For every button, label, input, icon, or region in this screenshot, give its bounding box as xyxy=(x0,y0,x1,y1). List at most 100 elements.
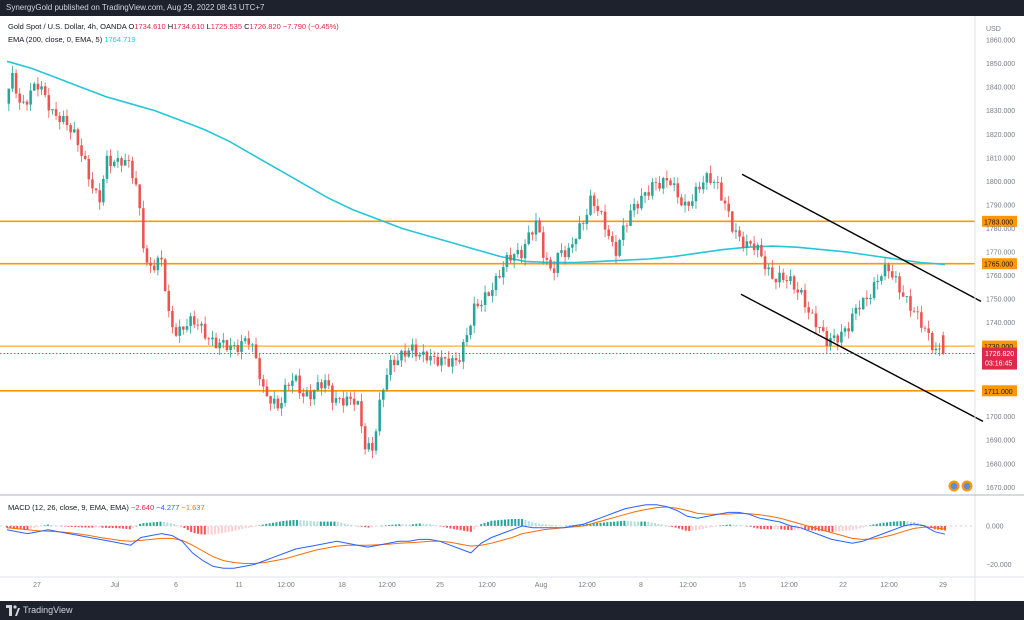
candle-body xyxy=(763,256,767,270)
candle-body xyxy=(200,323,203,326)
macd-histogram-bar xyxy=(33,525,36,528)
time-tick-label: 22 xyxy=(839,582,847,589)
macd-histogram-bar xyxy=(411,524,414,526)
price-tick-label: 1740.000 xyxy=(986,320,1015,327)
candle-body xyxy=(18,93,21,103)
macd-histogram-bar xyxy=(756,525,759,529)
countdown-label: 03:16:45 xyxy=(985,361,1012,368)
candle-body xyxy=(901,292,905,297)
candle-body xyxy=(632,203,636,211)
macd-histogram-bar xyxy=(725,524,728,526)
macd-histogram-bar xyxy=(643,521,646,526)
candle-body xyxy=(345,396,349,406)
macd-histogram-bar xyxy=(889,521,892,526)
candle-body xyxy=(185,326,189,330)
macd-histogram-bar xyxy=(538,523,541,526)
macd-histogram-bar xyxy=(197,525,200,534)
candle-body xyxy=(472,303,476,326)
last-price-tag xyxy=(982,347,1017,370)
macd-histogram-bar xyxy=(442,525,445,527)
macd-histogram-bar xyxy=(582,524,585,526)
candle-body xyxy=(723,200,727,204)
macd-histogram-bar xyxy=(722,525,725,526)
candle-body xyxy=(294,375,298,381)
macd-signal-value: −1.637 xyxy=(181,503,205,512)
candle-body xyxy=(258,358,261,380)
candle-body xyxy=(392,359,396,366)
time-tick-label: 27 xyxy=(33,582,41,589)
macd-histogram-bar xyxy=(503,519,506,526)
candle-body xyxy=(36,83,40,90)
candle-body xyxy=(931,332,934,351)
candle-body xyxy=(589,195,592,215)
candle-body xyxy=(709,173,712,183)
macd-histogram-bar xyxy=(507,519,510,526)
footer-bar: TradingView xyxy=(0,601,1024,620)
macd-histogram-bar xyxy=(159,521,162,526)
candle-body xyxy=(563,250,567,258)
macd-histogram-bar xyxy=(330,521,333,526)
candle-body xyxy=(774,278,778,283)
time-tick-label: 12:00 xyxy=(277,582,295,589)
macd-histogram-bar xyxy=(81,525,84,528)
candle-body xyxy=(720,182,723,201)
macd-histogram-bar xyxy=(872,524,875,526)
macd-histogram-bar xyxy=(896,521,899,526)
macd-histogram-bar xyxy=(285,520,288,526)
macd-histogram-bar xyxy=(398,524,401,526)
candle-body xyxy=(491,290,494,296)
candle-body xyxy=(818,327,821,328)
candle-body xyxy=(745,241,749,248)
price-tick-label: 1840.000 xyxy=(986,85,1015,92)
macd-histogram-bar xyxy=(135,525,138,527)
publish-info-bar: SynergyGold published on TradingView.com… xyxy=(0,0,1024,16)
macd-histogram-bar xyxy=(268,523,271,526)
macd-histogram-bar xyxy=(241,525,244,529)
macd-histogram-bar xyxy=(524,520,527,526)
time-tick-label: Jul xyxy=(111,582,120,589)
candle-body xyxy=(411,344,414,351)
candle-body xyxy=(407,350,411,357)
macd-histogram-bar xyxy=(19,525,22,529)
candle-body xyxy=(792,276,796,290)
macd-histogram-bar xyxy=(654,523,657,526)
macd-histogram-bar xyxy=(323,521,326,526)
macd-histogram-bar xyxy=(391,524,394,526)
macd-histogram-bar xyxy=(541,524,544,526)
price-tick-label: 1770.000 xyxy=(986,249,1015,256)
candle-body xyxy=(149,262,152,266)
macd-histogram-bar xyxy=(214,525,217,535)
macd-histogram-bar xyxy=(882,522,885,526)
candle-body xyxy=(447,358,451,367)
candle-body xyxy=(218,342,221,349)
channel-lower-trendline xyxy=(740,293,984,423)
candle-body xyxy=(851,313,854,332)
macd-histogram-bar xyxy=(312,521,315,526)
macd-histogram-bar xyxy=(377,525,380,527)
candle-body xyxy=(320,382,323,389)
macd-histogram-bar xyxy=(422,523,425,526)
low-label: L xyxy=(206,22,211,31)
candle-body xyxy=(516,249,520,255)
macd-histogram-bar xyxy=(752,525,755,528)
macd-histogram-bar xyxy=(292,520,295,526)
candle-body xyxy=(527,232,530,244)
candle-body xyxy=(436,356,440,366)
last-price-label: 1726.820 xyxy=(985,351,1014,358)
level-tag xyxy=(982,215,1017,227)
level-tag xyxy=(982,258,1017,270)
macd-histogram-bar xyxy=(183,525,186,529)
macd-histogram-bar xyxy=(712,525,715,527)
macd-histogram-bar xyxy=(555,525,558,526)
candle-body xyxy=(571,244,574,248)
macd-histogram-bar xyxy=(660,524,663,526)
macd-histogram-bar xyxy=(370,525,373,528)
macd-histogram-bar xyxy=(350,524,353,526)
candle-body xyxy=(701,182,705,190)
macd-histogram-bar xyxy=(640,521,643,526)
candle-body xyxy=(451,358,454,367)
candle-body xyxy=(72,129,76,133)
candle-body xyxy=(469,325,472,336)
macd-histogram-bar xyxy=(394,524,397,526)
